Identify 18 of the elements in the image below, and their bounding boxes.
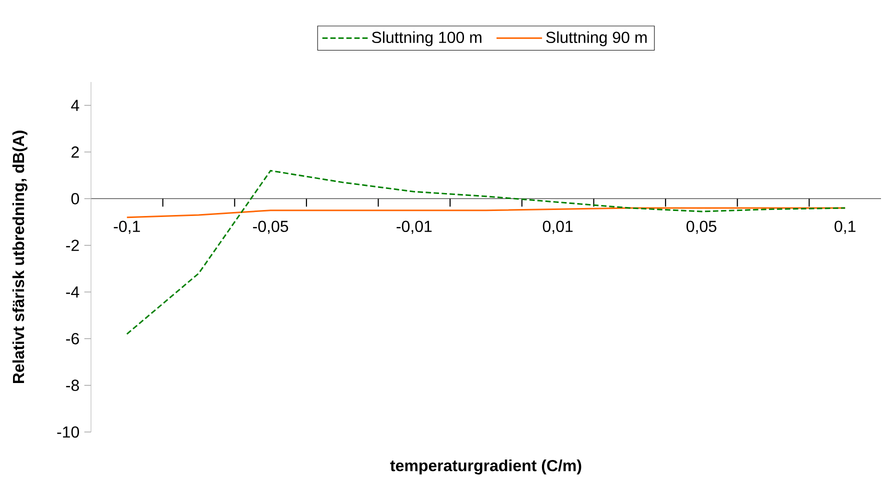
y-tick-label: 4: [71, 100, 80, 111]
x-tick-label: -0,01: [396, 220, 432, 234]
legend-label: Sluttning 100 m: [372, 31, 482, 46]
y-tick-label: -10: [57, 426, 80, 438]
y-tick-label: 0: [71, 193, 80, 204]
y-axis-title: Relativt sfärisk utbredning, dB(A): [12, 130, 28, 384]
x-tick-label: -0,05: [253, 220, 288, 234]
x-tick-label: 0,1: [834, 220, 856, 234]
y-tick-label: -8: [66, 380, 79, 391]
legend-label: Sluttning 90 m: [546, 31, 647, 46]
y-tick-label: -6: [66, 333, 79, 344]
y-tick-label: -2: [66, 240, 79, 251]
x-tick-label: 0,01: [542, 220, 573, 234]
y-tick-label: -4: [66, 286, 80, 298]
y-tick-label: 2: [72, 146, 79, 158]
x-tick-label: 0,05: [686, 220, 716, 234]
x-axis-title: temperaturgradient (C/m): [390, 460, 582, 474]
x-tick-label: -0,1: [114, 220, 140, 234]
